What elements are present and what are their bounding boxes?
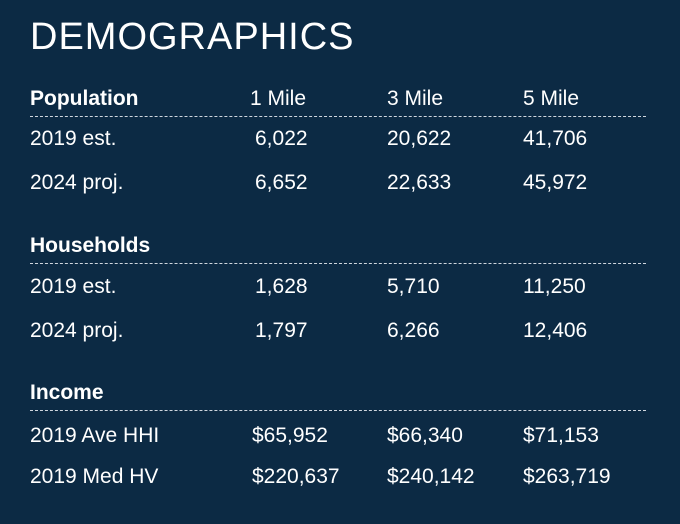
value-3-mile: 22,633 [387,171,452,194]
value-5-mile: 12,406 [523,319,588,342]
value-1-mile: 6,652 [255,171,308,194]
page-title: DEMOGRAPHICS [30,16,355,58]
column-header-3-mile: 3 Mile [387,87,444,110]
row-label: 2019 est. [30,275,117,298]
value-5-mile: 11,250 [523,275,586,298]
section-header: Population 1 Mile 3 Mile 5 Mile [0,87,680,117]
value-1-mile: $220,637 [252,465,340,488]
value-1-mile: 1,797 [255,319,308,342]
row-label: 2024 proj. [30,171,124,194]
value-1-mile: 6,022 [255,127,308,150]
column-header-1-mile: 1 Mile [250,87,307,110]
divider [30,263,646,264]
table-row: 2019 est. 6,022 20,622 41,706 [0,127,680,157]
value-3-mile: 20,622 [387,127,452,150]
row-label: 2019 Ave HHI [30,424,160,447]
value-1-mile: 1,628 [255,275,308,298]
section-label: Population [30,87,139,110]
table-row: 2019 Ave HHI $65,952 $66,340 $71,153 [0,424,680,454]
section-header: Income [0,381,680,411]
column-header-5-mile: 5 Mile [523,87,580,110]
row-label: 2019 Med HV [30,465,159,488]
row-label: 2019 est. [30,127,117,150]
value-3-mile: 6,266 [387,319,440,342]
table-row: 2024 proj. 6,652 22,633 45,972 [0,171,680,201]
divider [30,410,646,411]
section-header: Households [0,234,680,264]
divider [30,116,646,117]
row-label: 2024 proj. [30,319,124,342]
table-row: 2019 est. 1,628 5,710 11,250 [0,275,680,305]
value-5-mile: $71,153 [523,424,599,447]
value-5-mile: $263,719 [523,465,611,488]
section-label: Income [30,381,104,404]
section-label: Households [30,234,151,257]
table-row: 2019 Med HV $220,637 $240,142 $263,719 [0,465,680,495]
value-5-mile: 45,972 [523,171,588,194]
value-3-mile: $240,142 [387,465,475,488]
value-5-mile: 41,706 [523,127,588,150]
table-row: 2024 proj. 1,797 6,266 12,406 [0,319,680,349]
value-1-mile: $65,952 [252,424,328,447]
value-3-mile: 5,710 [387,275,440,298]
value-3-mile: $66,340 [387,424,463,447]
